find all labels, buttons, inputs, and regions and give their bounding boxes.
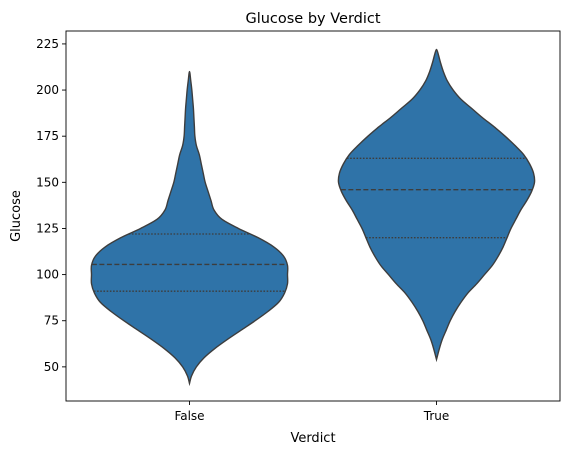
- x-axis-label: Verdict: [290, 431, 335, 446]
- y-tick-label: 50: [44, 360, 59, 374]
- y-axis-label: Glucose: [9, 190, 24, 242]
- quartile-lines-group: [91, 157, 533, 292]
- violins-group: [90, 48, 536, 387]
- y-axis: 50 75 100 125 150 175 200 225: [36, 37, 66, 374]
- y-tick-label: 75: [44, 314, 59, 328]
- y-tick-label: 225: [36, 37, 59, 51]
- violin-true: [337, 48, 536, 363]
- plot-frame: [65, 30, 561, 402]
- y-tick-label: 150: [36, 175, 59, 189]
- y-tick-label: 125: [36, 221, 59, 235]
- y-tick-label: 200: [36, 83, 59, 97]
- x-tick-label-true: True: [423, 409, 450, 423]
- y-tick-label: 100: [36, 268, 59, 282]
- violin-false: [90, 70, 289, 387]
- x-tick-label-false: False: [174, 409, 204, 423]
- x-axis: False True: [174, 401, 449, 423]
- chart-title: Glucose by Verdict: [245, 11, 380, 27]
- y-tick-label: 175: [36, 129, 59, 143]
